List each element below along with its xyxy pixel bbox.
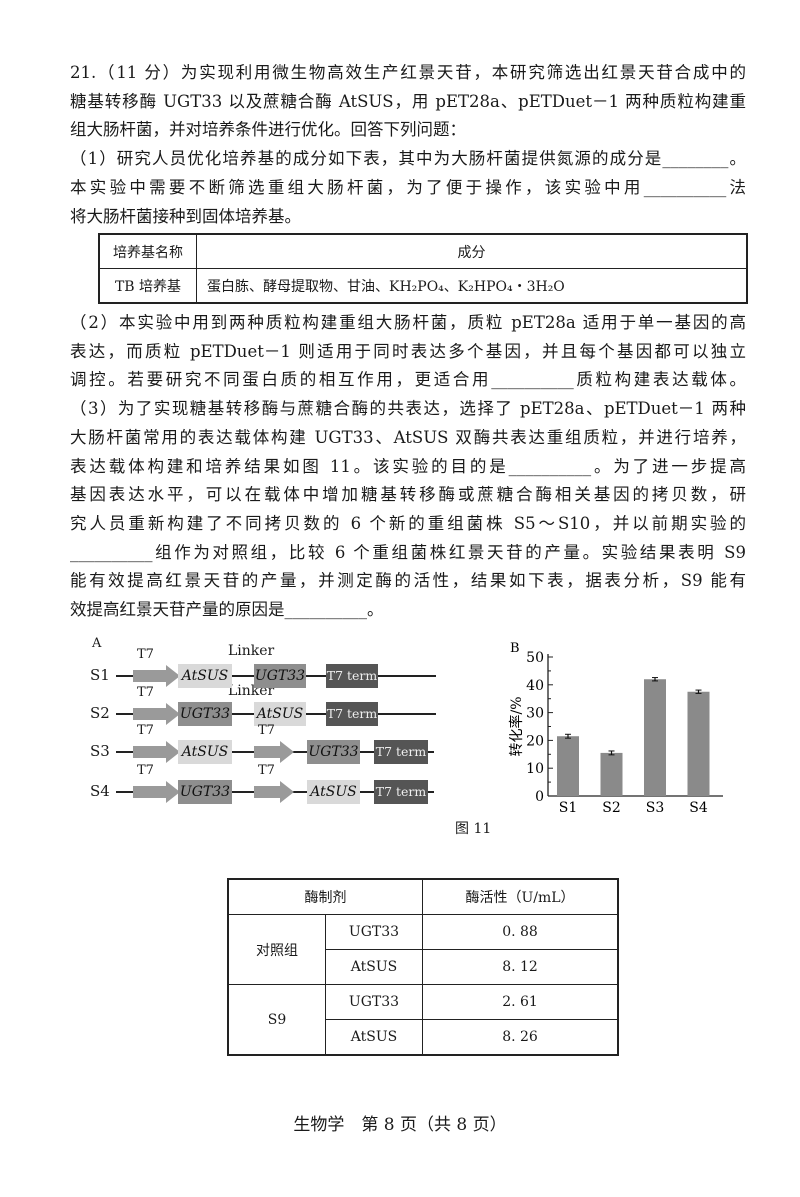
atsus-gene-box: AtSUS [178,740,232,764]
promoter-label: T7 [137,647,154,662]
terminator-box: T7 term [326,664,378,688]
atsus-gene-box: AtSUS [178,664,232,688]
panel-label: B [510,641,520,656]
y-tick-label: 50 [526,650,544,666]
activity-value: 8. 26 [422,1019,619,1056]
header-components: 成分 [196,233,748,269]
figure-caption: 图 11 [455,821,492,837]
question-line: 21.（11 分）为实现利用微生物高效生产红景天苷，本研究筛选出红景天苷合成中的 [70,63,746,82]
linker-label: Linker [228,643,275,659]
medium-table: 培养基名称 成分 TB 培养基 蛋白胨、酵母提取物、甘油、KH₂PO₄、K₂HP… [98,233,748,304]
ugt33-gene-box: UGT33 [254,664,306,688]
construct-label: S2 [90,704,110,722]
question-line: 基因表达水平，可以在载体中增加糖基转移酶或蔗糖合酶相关基因的拷贝数，研 [70,485,746,505]
construct-label: S1 [90,666,110,684]
promoter-label: T7 [137,763,154,778]
terminator-box: T7 term [374,740,428,764]
t7-promoter-arrow-icon [133,741,180,763]
group-s9: S9 [227,984,326,1056]
x-tick-label: S1 [559,800,578,816]
x-tick-label: S4 [689,800,708,816]
t7-promoter-arrow-icon [133,781,180,803]
bar-S1 [557,736,579,796]
promoter-label: T7 [137,685,154,700]
question-line: 效提高红景天苷产量的原因是__________。 [70,600,384,619]
question-line: __________组作为对照组，比较 6 个重组菌株红景天苷的产量。实验结果表… [70,542,746,562]
figure-a-label: A [92,636,102,651]
header-enzyme: 酶制剂 [227,878,423,915]
y-tick-label: 10 [526,761,544,777]
medium-components: 蛋白胨、酵母提取物、甘油、KH₂PO₄、K₂HPO₄・3H₂O [196,268,748,304]
question-line: 究人员重新构建了不同拷贝数的 6 个新的重组菌株 S5～S10，并以前期实验的 [70,513,746,533]
enzyme-activity-table: 酶制剂 酶活性（U/mL） 对照组 UGT33 0. 88 AtSUS 8. 1… [227,878,619,1056]
y-tick-label: 0 [535,789,544,805]
x-tick-label: S2 [602,800,621,816]
question-line: （2）本实验中用到两种质粒构建重组大肠杆菌，质粒 pET28a 适用于单一基因的… [70,313,746,332]
ugt33-gene-box: UGT33 [178,702,232,726]
x-tick-label: S3 [646,800,665,816]
question-line: 将大肠杆菌接种到固体培养基。 [70,206,301,226]
question-line: （3）为了实现糖基转移酶与蔗糖合酶的共表达，选择了 pET28a、pETDuet… [70,399,746,419]
figure-b-chart: B 0 10 20 30 40 50 转化率/% S1 S2 S3 S4 [508,641,723,816]
t7-promoter-arrow-icon [254,741,294,763]
y-axis-label: 转化率/% [508,696,525,756]
construct-label: S3 [90,742,110,760]
question-line: 本实验中需要不断筛选重组大肠杆菌，为了便于操作，该实验中用__________法 [70,177,746,197]
ugt33-gene-box: UGT33 [307,740,360,764]
enzyme-name: UGT33 [325,914,423,950]
t7-promoter-arrow-icon [133,665,180,687]
header-medium-name: 培养基名称 [98,233,197,269]
enzyme-name: UGT33 [325,984,423,1020]
header-activity: 酶活性（U/mL） [422,878,619,915]
y-tick-label: 20 [526,733,544,749]
y-tick-label: 40 [526,678,544,694]
y-tick-label: 30 [526,706,544,722]
bar-S3 [644,679,666,796]
question-line: 大肠杆菌常用的表达载体构建 UGT33、AtSUS 双酶共表达重组质粒，并进行培… [70,427,746,447]
terminator-box: T7 term [326,702,378,726]
terminator-box: T7 term [374,780,428,804]
activity-value: 8. 12 [422,949,619,985]
question-line: 组大肠杆菌，并对培养条件进行优化。回答下列问题： [70,120,466,140]
bar-S2 [600,752,623,796]
group-control: 对照组 [227,914,326,985]
question-line: （1）研究人员优化培养基的成分如下表，其中为大肠杆菌提供氮源的成分是______… [70,149,746,169]
bar-S4 [687,691,710,796]
enzyme-name: AtSUS [325,949,423,985]
promoter-label: T7 [258,723,275,738]
t7-promoter-arrow-icon [133,703,180,725]
atsus-gene-box: AtSUS [254,702,306,726]
t7-promoter-arrow-icon [254,781,294,803]
enzyme-name: AtSUS [325,1019,423,1056]
activity-value: 2. 61 [422,984,619,1020]
construct-label: S4 [90,782,110,800]
page-footer: 生物学 第 8 页（共 8 页） [293,1115,507,1135]
question-line: 表达载体构建和培养结果如图 11。该实验的目的是__________。为了进一步… [70,456,746,476]
question-line: 糖基转移酶 UGT33 以及蔗糖合酶 AtSUS，用 pET28a、pETDue… [70,91,746,111]
question-line: 表达，而质粒 pETDuet－1 则适用于同时表达多个基因，并且每个基因都可以独… [70,341,746,361]
activity-value: 0. 88 [422,914,619,950]
atsus-gene-box: AtSUS [307,780,360,804]
question-line: 能有效提高红景天苷的产量，并测定酶的活性，结果如下表，据表分析，S9 能有 [70,571,746,591]
promoter-label: T7 [258,763,275,778]
ugt33-gene-box: UGT33 [178,780,232,804]
promoter-label: T7 [137,723,154,738]
medium-name: TB 培养基 [98,268,197,304]
question-line: 调控。若要研究不同蛋白质的相互作用，更适合用__________质粒构建表达载体… [70,370,746,390]
